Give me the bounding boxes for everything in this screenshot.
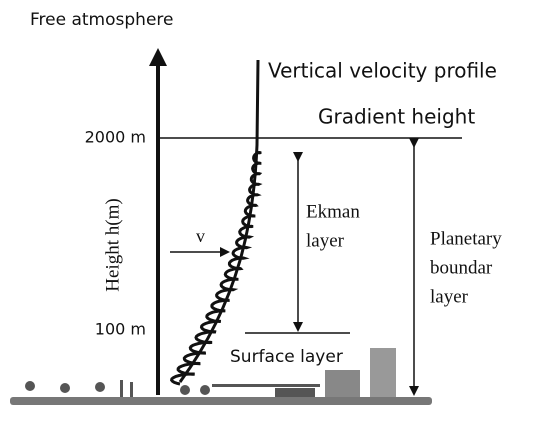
ground-objects [25, 348, 396, 397]
planetary-label: layer [430, 286, 469, 307]
ekman-label: Ekman [306, 201, 360, 222]
planetary-label: Planetary [430, 228, 502, 249]
ekman-label: layer [306, 230, 345, 251]
velocity-coil [169, 150, 263, 386]
height-100: 100 m [95, 320, 146, 339]
surface-layer: Surface layer [230, 347, 343, 367]
planetary-label: boundar [430, 257, 493, 278]
ground [10, 397, 432, 405]
free-atmosphere: Free atmosphere [30, 10, 173, 30]
height-2000: 2000 m [85, 128, 146, 147]
profile-label: Vertical velocity profile [268, 59, 497, 83]
velocity-label: v [196, 226, 205, 246]
axis-label: Height h(m) [102, 198, 123, 291]
gradient-height: Gradient height [318, 105, 475, 129]
